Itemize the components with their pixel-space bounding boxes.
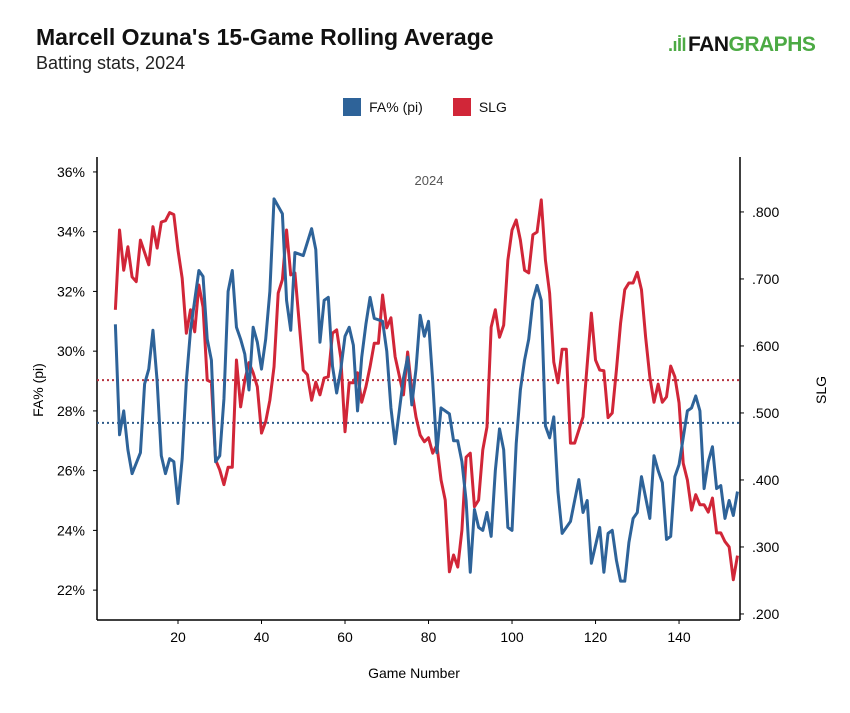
logo-graphs-text: GRAPHS [728,33,816,56]
x-tick-label: 140 [667,629,691,645]
slg-series-line [113,198,739,582]
y-left-tick-label: 28% [57,403,85,419]
legend-item-slg[interactable]: SLG [452,98,507,116]
x-tick-label: 40 [254,629,270,645]
y-left-tick-label: 30% [57,343,85,359]
y-right-tick-label: .200 [752,606,779,622]
fangraphs-logo: .ıİl FAN GRAPHS [668,33,816,57]
batter-logo-icon: .ıİl [668,34,687,55]
x-tick-label: 20 [170,629,186,645]
y-left-tick-label: 24% [57,522,85,538]
y-left-axis-label: FA% (pi) [30,363,46,417]
x-tick-label: 120 [584,629,608,645]
x-tick-label: 80 [421,629,437,645]
y-right-axis-label: SLG [813,376,829,404]
logo-fan-text: FAN [688,33,729,56]
legend: FA% (pi) SLG [0,98,850,116]
year-annotation: 2024 [415,173,444,188]
legend-swatch-fa [343,98,362,116]
chart-subtitle: Batting stats, 2024 [36,53,186,73]
y-right-tick-label: .400 [752,472,779,488]
y-right-tick-label: .700 [752,271,779,287]
legend-swatch-slg [452,98,471,116]
y-left-tick-label: 32% [57,283,85,299]
chart-title: Marcell Ozuna's 15-Game Rolling Average [36,24,494,50]
y-left-tick-label: 26% [57,463,85,479]
legend-label-fa: FA% (pi) [369,99,423,115]
y-right-tick-label: .600 [752,338,779,354]
legend-label-slg: SLG [478,99,507,115]
x-axis-label: Game Number [368,665,460,681]
y-left-tick-label: 34% [57,224,85,240]
y-left-tick-label: 22% [57,582,85,598]
fa-series-line [113,197,739,583]
x-tick-label: 100 [500,629,524,645]
x-tick-label: 60 [337,629,353,645]
y-right-tick-label: .300 [752,539,779,555]
y-left-tick-label: 36% [57,164,85,180]
y-right-tick-label: .800 [752,204,779,220]
legend-item-fa[interactable]: FA% (pi) [343,98,423,116]
y-right-tick-label: .500 [752,405,779,421]
